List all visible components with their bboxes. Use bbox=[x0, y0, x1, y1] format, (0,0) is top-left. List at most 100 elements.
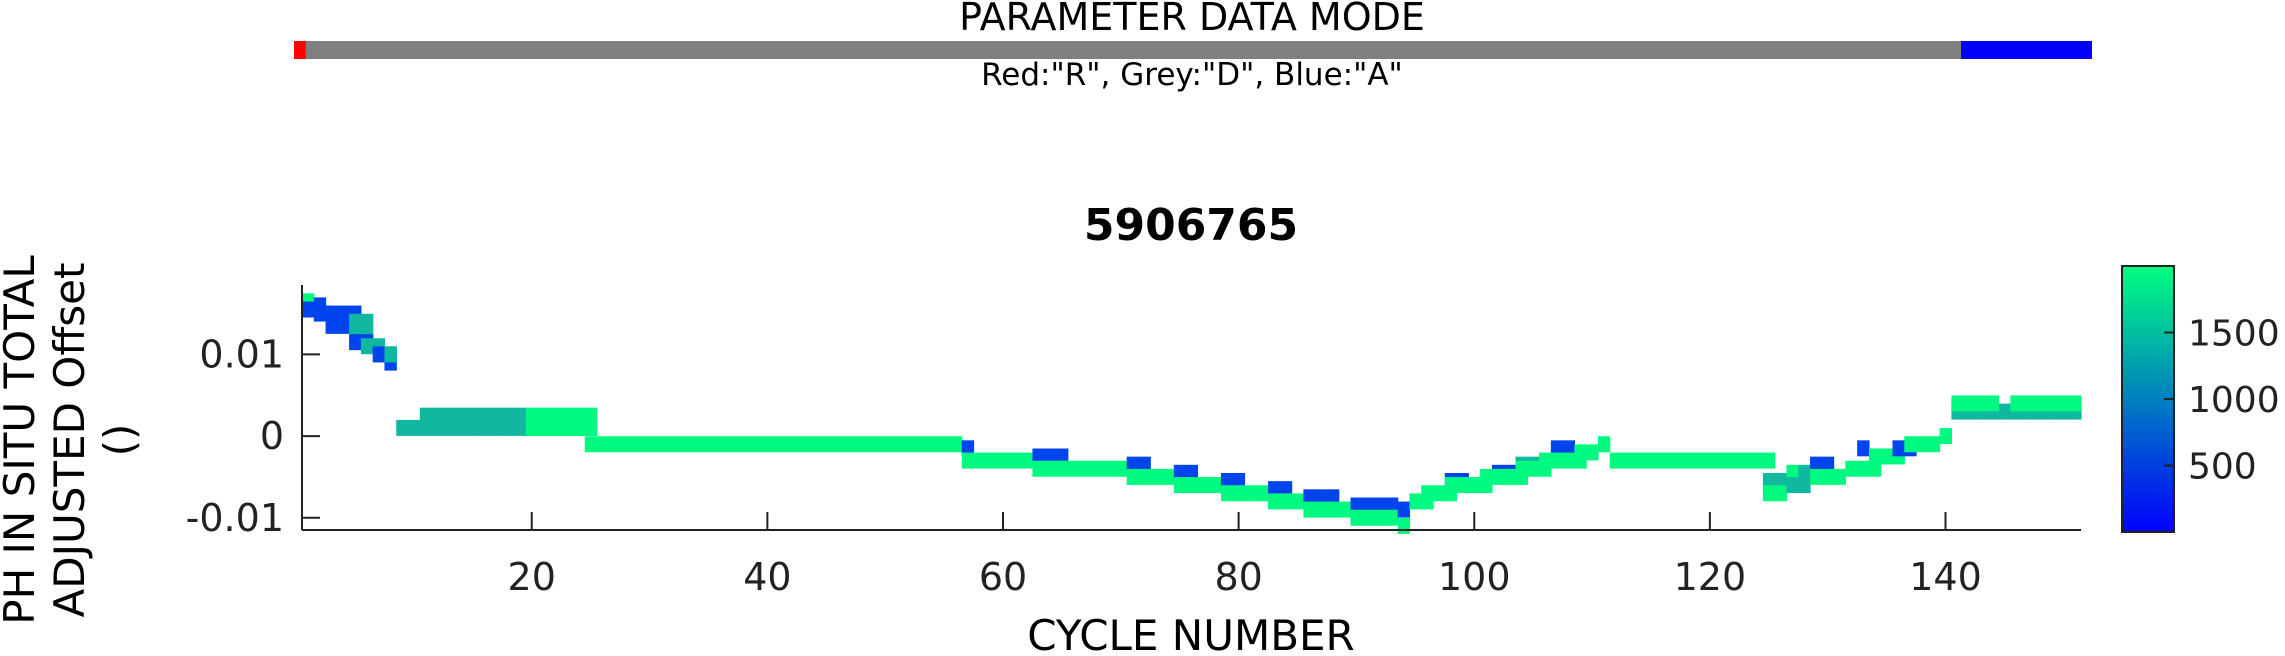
data-cell bbox=[1951, 395, 1964, 412]
data-cell bbox=[702, 436, 715, 453]
data-cell bbox=[820, 436, 833, 453]
colorbar-tick-label: 1000 bbox=[2188, 380, 2280, 421]
data-cell bbox=[1315, 501, 1328, 518]
data-cell bbox=[1456, 477, 1469, 494]
data-cell bbox=[1032, 448, 1045, 465]
data-cell bbox=[466, 419, 480, 436]
data-cell bbox=[1315, 489, 1328, 506]
data-cell bbox=[455, 419, 468, 436]
data-cell bbox=[490, 407, 503, 424]
data-cell bbox=[502, 407, 515, 424]
data-cell bbox=[408, 419, 421, 436]
data-cell bbox=[1904, 436, 1917, 453]
data-cell bbox=[938, 436, 951, 453]
data-cell bbox=[302, 301, 315, 318]
data-cell bbox=[443, 419, 456, 436]
data-cell bbox=[455, 407, 468, 424]
data-cell bbox=[1091, 460, 1104, 477]
data-cell bbox=[1032, 460, 1045, 477]
data-cell bbox=[620, 436, 633, 453]
data-cell bbox=[584, 407, 598, 424]
data-cell bbox=[490, 419, 503, 436]
data-cell bbox=[1044, 460, 1057, 477]
data-cell bbox=[1986, 395, 2000, 412]
data-cell bbox=[1220, 473, 1234, 489]
data-cell bbox=[631, 436, 645, 453]
data-cell bbox=[1303, 501, 1316, 518]
data-cell bbox=[572, 407, 586, 424]
data-cell bbox=[1326, 501, 1340, 518]
data-cell bbox=[1939, 428, 1953, 445]
data-cell bbox=[832, 436, 845, 453]
x-axis-ticks: 20 40 60 80 100 120 140 bbox=[508, 512, 1982, 599]
x-tick-label: 20 bbox=[508, 555, 556, 599]
data-cell bbox=[1126, 468, 1140, 485]
data-cell bbox=[726, 436, 739, 453]
data-cell bbox=[1715, 452, 1729, 469]
data-cell bbox=[372, 346, 386, 363]
mode-segment-D bbox=[305, 41, 1962, 59]
data-cell bbox=[1362, 509, 1375, 526]
data-cell bbox=[325, 317, 338, 334]
data-cell bbox=[773, 436, 786, 453]
y-axis-label-line2: ADJUSTED Offset bbox=[45, 263, 94, 618]
data-cell bbox=[1821, 456, 1835, 473]
data-cell bbox=[2069, 395, 2082, 412]
data-cell bbox=[384, 346, 397, 363]
data-cell bbox=[1220, 485, 1234, 502]
data-cell bbox=[419, 419, 433, 436]
data-cell bbox=[1079, 460, 1092, 477]
data-cell bbox=[961, 440, 975, 457]
data-cell bbox=[1868, 448, 1882, 465]
data-cell bbox=[1927, 436, 1941, 453]
data-cell bbox=[1397, 501, 1411, 518]
data-cell bbox=[1821, 468, 1835, 485]
data-cell bbox=[1692, 452, 1705, 469]
data-cell bbox=[961, 452, 975, 469]
data-cell bbox=[679, 436, 692, 453]
data-cell bbox=[1244, 485, 1257, 502]
data-cell bbox=[1810, 456, 1823, 473]
data-cell bbox=[749, 436, 763, 453]
data-cell bbox=[1857, 460, 1870, 477]
data-cell bbox=[1150, 468, 1163, 485]
data-cell bbox=[1421, 485, 1434, 502]
data-cell bbox=[879, 436, 892, 453]
data-cell bbox=[1892, 440, 1905, 457]
data-cell bbox=[1374, 509, 1387, 526]
data-cell bbox=[1491, 468, 1505, 485]
data-cell bbox=[761, 436, 774, 453]
data-cell bbox=[337, 317, 350, 334]
y-axis-label: PH IN SITU TOTAL ADJUSTED Offset () bbox=[0, 255, 144, 625]
data-cell bbox=[1326, 489, 1340, 506]
data-cell bbox=[1845, 460, 1858, 477]
data-cell bbox=[1857, 440, 1870, 457]
data-cell bbox=[914, 436, 928, 453]
data-cell bbox=[643, 436, 657, 453]
data-cell bbox=[1468, 477, 1481, 494]
data-cell bbox=[1303, 489, 1316, 506]
data-cell bbox=[431, 407, 444, 424]
data-cell bbox=[667, 436, 680, 453]
data-cell bbox=[1786, 464, 1799, 481]
data-cell bbox=[537, 407, 551, 424]
data-cell bbox=[1515, 460, 1528, 477]
mode-segment-A bbox=[1961, 41, 2092, 59]
data-cell bbox=[1550, 452, 1564, 469]
data-cell bbox=[1762, 452, 1776, 469]
data-cell bbox=[1103, 460, 1116, 477]
data-cell bbox=[537, 419, 551, 436]
data-cell bbox=[1232, 473, 1246, 489]
data-cell bbox=[785, 436, 798, 453]
data-cell bbox=[1998, 403, 2011, 420]
data-cell bbox=[1916, 436, 1929, 453]
data-cell bbox=[1279, 493, 1293, 510]
y-tick-label: 0.01 bbox=[199, 332, 284, 376]
data-cell bbox=[1126, 456, 1140, 473]
data-cell bbox=[1444, 477, 1458, 494]
data-cell bbox=[2045, 395, 2059, 412]
data-cell bbox=[596, 436, 609, 453]
data-cell bbox=[1810, 468, 1823, 485]
mode-bar-title: PARAMETER DATA MODE bbox=[959, 0, 1425, 39]
data-cell bbox=[1762, 473, 1776, 489]
